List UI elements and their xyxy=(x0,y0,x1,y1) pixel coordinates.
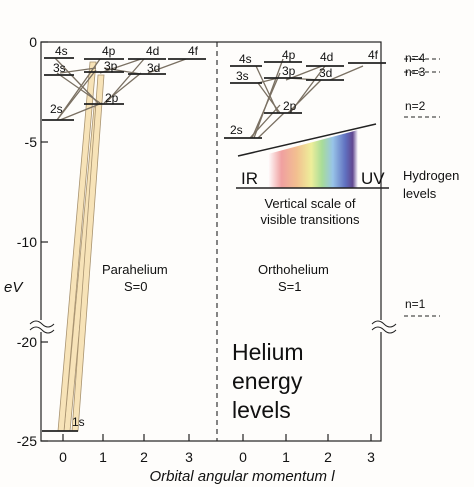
para-label-3p: 3p xyxy=(104,59,118,73)
para-label-3s: 3s xyxy=(53,61,66,75)
hydrogen-title-1: Hydrogen xyxy=(403,168,459,183)
ortho-label-2s: 2s xyxy=(230,123,243,137)
spectrum-caption-1: Vertical scale of xyxy=(264,196,355,211)
ortho-tick-2: 2 xyxy=(324,449,332,465)
ortho-levels xyxy=(224,61,386,139)
h-label-n1: n=1 xyxy=(405,297,426,311)
x-tick-labels: 0 1 2 3 0 1 2 3 xyxy=(59,449,375,465)
para-label-2p: 2p xyxy=(105,91,119,105)
orthohelium-spin: S=1 xyxy=(278,279,302,294)
ortho-level-labels: 2s 2p 3s 3p 3d 4s 4p 4d 4f xyxy=(230,48,379,137)
hydrogen-levels xyxy=(404,58,440,317)
h-label-n2: n=2 xyxy=(405,99,426,113)
ortho-label-4d: 4d xyxy=(320,50,333,64)
ortho-transition-lines xyxy=(249,58,364,139)
y-tick-10: -10 xyxy=(17,234,37,250)
para-label-1s: 1s xyxy=(72,415,85,429)
ir-label: IR xyxy=(241,169,258,188)
ortho-label-4f: 4f xyxy=(368,48,379,62)
para-label-2s: 2s xyxy=(50,102,63,116)
ortho-label-3s: 3s xyxy=(236,69,249,83)
spectrum-scale-line xyxy=(237,123,377,157)
ortho-label-3d: 3d xyxy=(319,66,332,80)
right-axis-break xyxy=(370,320,397,334)
h-label-n4: n=4 xyxy=(405,51,426,65)
orthohelium-title: Orthohelium xyxy=(258,262,329,277)
ortho-title-group: Orthohelium S=1 xyxy=(258,262,329,294)
x-axis-label: Orbital angular momentum l xyxy=(149,468,335,485)
y-tick-0: 0 xyxy=(29,34,37,50)
ortho-tick-0: 0 xyxy=(239,449,247,465)
ortho-tick-3: 3 xyxy=(367,449,375,465)
main-title-line3: levels xyxy=(232,397,291,423)
ortho-label-3p: 3p xyxy=(282,64,296,78)
para-level-labels: 1s 2s 2p 3s 3p 3d 4s 4p 4d 4f xyxy=(50,44,199,429)
spectrum-caption-2: visible transitions xyxy=(261,212,360,227)
left-axis-break xyxy=(28,320,55,334)
para-tick-3: 3 xyxy=(185,449,193,465)
y-tick-25: -25 xyxy=(17,433,37,449)
para-label-3d: 3d xyxy=(147,61,160,75)
main-title-line2: energy xyxy=(232,368,303,394)
para-label-4f: 4f xyxy=(188,44,199,58)
ortho-label-2p: 2p xyxy=(283,99,297,113)
uv-label: UV xyxy=(361,169,385,188)
parahelium-title: Parahelium xyxy=(102,262,168,277)
h-label-n3: n=3 xyxy=(405,65,426,79)
hydrogen-title-2: levels xyxy=(403,186,437,201)
para-label-4d: 4d xyxy=(146,44,159,58)
main-title-line1: Helium xyxy=(232,339,304,365)
y-tick-20: -20 xyxy=(17,334,37,350)
y-tick-labels: 0 -5 -10 -20 -25 xyxy=(17,34,37,449)
para-levels xyxy=(42,57,206,432)
para-tick-1: 1 xyxy=(99,449,107,465)
para-transition-lines xyxy=(54,57,187,121)
ortho-tick-1: 1 xyxy=(282,449,290,465)
ortho-label-4s: 4s xyxy=(239,52,252,66)
visible-spectrum-inset: IR UV Vertical scale of visible transiti… xyxy=(236,123,389,227)
para-title-group: Parahelium S=0 xyxy=(102,262,168,294)
ortho-label-4p: 4p xyxy=(282,48,296,62)
y-tick-5: -5 xyxy=(25,134,38,150)
y-axis-ticks xyxy=(41,41,48,442)
para-label-4p: 4p xyxy=(102,44,116,58)
x-axis-ticks xyxy=(62,434,372,441)
para-1s-transitions xyxy=(57,61,105,432)
para-tick-0: 0 xyxy=(59,449,67,465)
parahelium-spin: S=0 xyxy=(124,279,148,294)
hydrogen-labels: n=4 n=3 n=2 n=1 Hydrogen levels xyxy=(403,51,459,311)
para-tick-2: 2 xyxy=(140,449,148,465)
y-axis-label: eV xyxy=(4,279,24,296)
para-label-4s: 4s xyxy=(55,44,68,58)
